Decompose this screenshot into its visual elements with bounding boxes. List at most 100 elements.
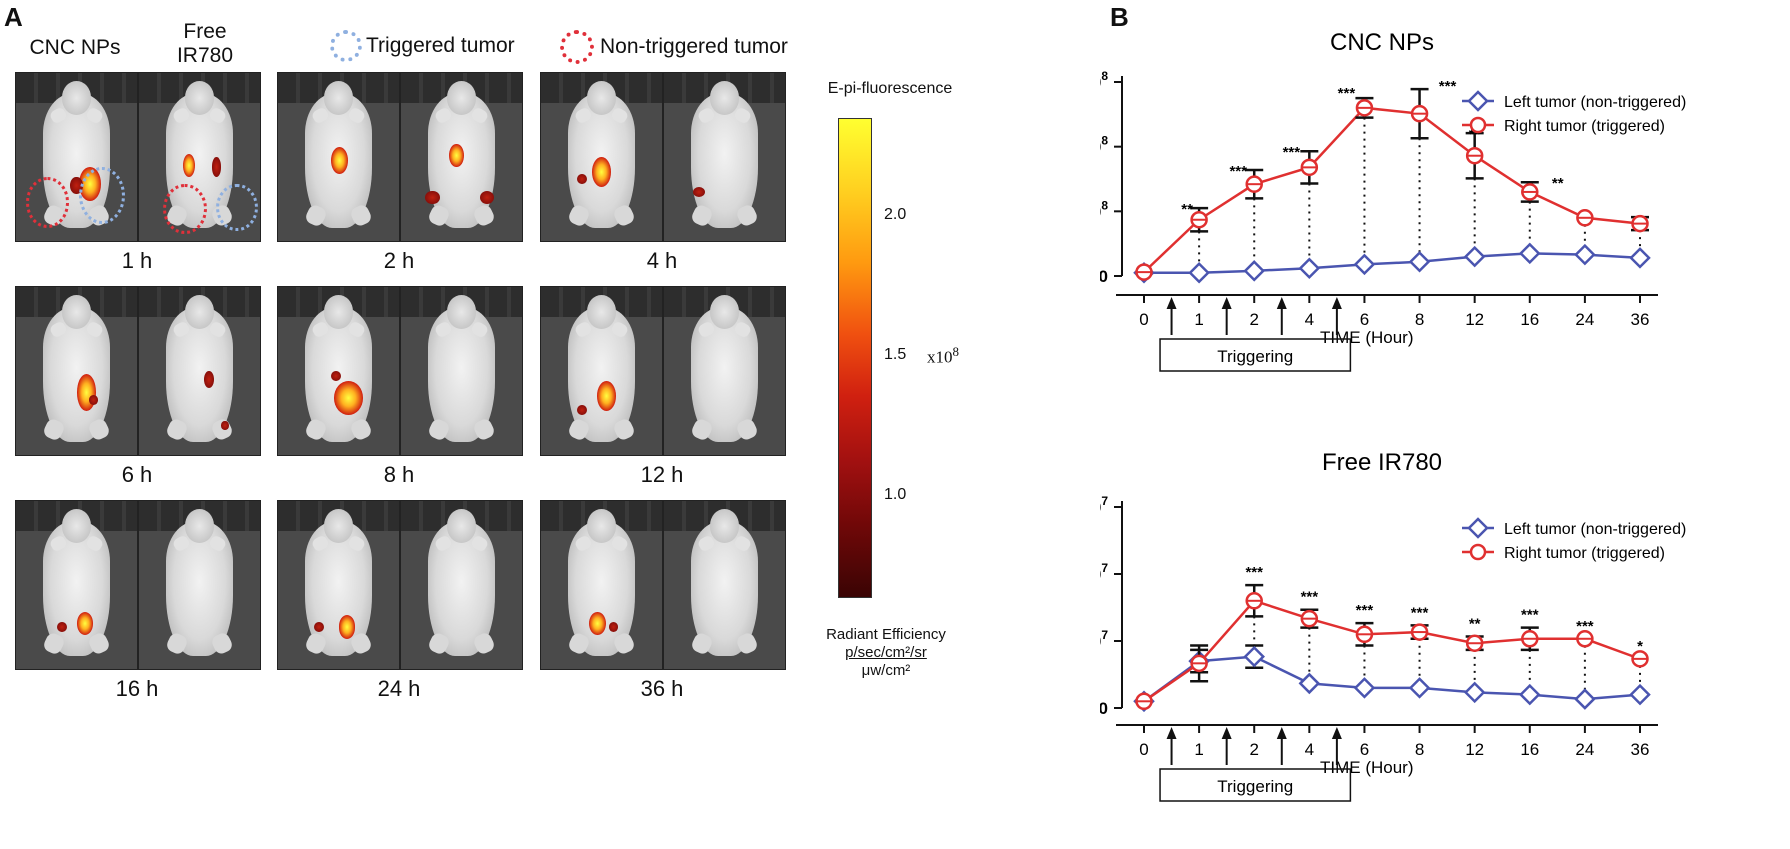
data-point	[1463, 245, 1486, 268]
cnc-nps-header: CNC NPs	[29, 36, 121, 59]
mouse-image-cnc	[15, 286, 138, 456]
trigger-arrow-head	[1221, 297, 1232, 309]
trigger-arrow-head	[1331, 297, 1342, 309]
mouse-image-cnc	[15, 72, 138, 242]
colorbar-unit-line1: Radiant Efficiency	[826, 626, 946, 643]
significance-label: *	[1637, 638, 1643, 655]
y-tick-label: 3.0×108	[1100, 69, 1108, 92]
series-line	[1143, 106, 1641, 274]
fluorescence-spot	[693, 187, 706, 198]
x-tick-label: 16	[1520, 740, 1539, 759]
fluorescence-spot	[76, 611, 94, 636]
significance-label: **	[1181, 201, 1193, 218]
significance-label: **	[1469, 126, 1481, 143]
colorbar-multiplier-base: x10	[927, 347, 953, 367]
time-label: 6 h	[121, 462, 153, 487]
x-axis-label: TIME (Hour)	[1320, 328, 1414, 347]
data-point	[1574, 243, 1596, 266]
free-header-line2: IR780	[176, 44, 234, 67]
y-tick-label: 0	[1100, 267, 1108, 286]
chart-title: Free IR780	[1322, 449, 1442, 476]
nontriggered-legend: Non-triggered tumor	[560, 30, 788, 64]
nontriggered-legend-label: Non-triggered tumor	[600, 35, 788, 58]
x-tick-label: 6	[1360, 310, 1369, 329]
x-tick-label: 4	[1305, 310, 1314, 329]
significance-label: ***	[1411, 604, 1429, 621]
data-point	[1243, 260, 1265, 282]
nontriggered-circle-icon	[560, 30, 594, 64]
x-tick-label: 2	[1249, 740, 1258, 759]
fluorescence-spot	[221, 421, 229, 430]
cnc-nps-chart: CNC NPsFluorescence Intensity01.0×1082.0…	[1100, 29, 1686, 372]
fluorescence-spot	[88, 394, 99, 405]
fluorescence-spot	[596, 381, 617, 412]
mouse-image-free	[663, 500, 786, 670]
time-label: 1 h	[121, 248, 153, 273]
significance-label: ***	[1356, 602, 1374, 619]
significance-label: **	[1552, 175, 1564, 192]
significance-label: ***	[1245, 564, 1263, 581]
mouse-image-free	[400, 500, 523, 670]
legend-marker	[1469, 116, 1487, 134]
colorbar-tick-20: 2.0	[884, 206, 907, 223]
fluorescence-spot	[333, 381, 363, 415]
x-tick-label: 24	[1575, 740, 1594, 759]
colorbar-tick-10: 1.0	[884, 486, 907, 503]
significance-label: ***	[1301, 589, 1319, 606]
colorbar-multiplier: x108	[927, 344, 959, 368]
fluorescence-spot	[577, 404, 587, 415]
free-header-line1: Free	[183, 20, 227, 43]
fluorescence-spot	[76, 374, 96, 412]
y-tick-label: 0	[1100, 699, 1108, 718]
significance-label: ***	[1521, 607, 1539, 624]
fluorescence-spot	[57, 621, 67, 633]
legend-marker	[1467, 90, 1489, 112]
mouse-image-cnc	[540, 72, 663, 242]
y-tick-label: 9.0×107	[1100, 494, 1108, 517]
fluorescence-spot	[338, 615, 356, 639]
legend-label: Right tumor (triggered)	[1504, 545, 1665, 562]
series-line	[1143, 655, 1641, 703]
colorbar	[838, 118, 872, 598]
nontriggered-circle-icon	[163, 183, 207, 235]
data-point	[1519, 242, 1541, 265]
chart-title: CNC NPs	[1330, 29, 1434, 56]
fluorescence-spot	[589, 611, 607, 636]
time-label: 24 h	[377, 676, 421, 701]
x-tick-label: 36	[1631, 740, 1650, 759]
data-point	[1298, 672, 1321, 695]
trigger-arrow-head	[1166, 297, 1177, 309]
triggered-circle-icon	[216, 183, 258, 231]
mouse-image-cnc	[540, 500, 663, 670]
mouse-image-free	[400, 72, 523, 242]
fluorescence-spot	[449, 143, 464, 168]
time-label: 4 h	[646, 248, 678, 273]
x-tick-label: 8	[1415, 740, 1424, 759]
mouse-image-free	[400, 286, 523, 456]
data-point	[1629, 247, 1651, 269]
colorbar-multiplier-exp: 8	[952, 344, 960, 359]
panel-b-letter: B	[1110, 2, 1129, 32]
time-label: 16 h	[115, 676, 159, 701]
mouse-image-cnc	[277, 72, 400, 242]
trigger-arrow-head	[1276, 727, 1287, 739]
triggering-label: Triggering	[1217, 347, 1293, 366]
mouse-image-free	[138, 500, 261, 670]
mouse-image-cnc	[277, 286, 400, 456]
data-point	[1463, 681, 1486, 704]
time-label: 8 h	[383, 462, 415, 487]
y-tick-label: 3.0×107	[1100, 628, 1108, 651]
time-label: 12 h	[640, 462, 684, 487]
free-ir780-header: Free IR780	[140, 20, 270, 68]
trigger-arrow-head	[1276, 297, 1287, 309]
colorbar-unit-line3: μw/cm²	[861, 662, 911, 679]
x-tick-label: 16	[1520, 310, 1539, 329]
y-tick-label: 6.0×107	[1100, 561, 1108, 584]
mouse-image-free	[663, 286, 786, 456]
colorbar-unit-line2: p/sec/cm²/sr	[845, 644, 927, 661]
fluorescence-spot	[591, 157, 612, 188]
data-point	[1188, 261, 1210, 284]
data-point	[1298, 257, 1321, 280]
x-axis-label: TIME (Hour)	[1320, 758, 1414, 777]
trigger-arrow-head	[1221, 727, 1232, 739]
